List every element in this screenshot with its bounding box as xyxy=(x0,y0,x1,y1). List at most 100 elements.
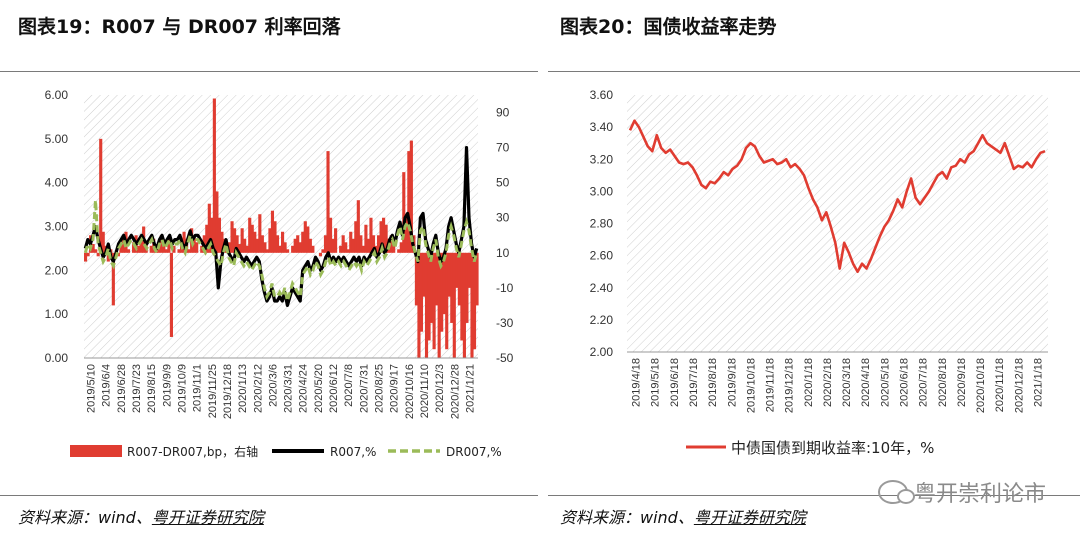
wechat-icon xyxy=(877,480,915,504)
x-tick-label: 2020/1/18 xyxy=(803,358,815,407)
y-tick-label: 3.40 xyxy=(590,120,614,134)
bar-r007-dr007 xyxy=(359,235,363,253)
bar-r007-dr007 xyxy=(265,249,269,253)
bar-r007-dr007 xyxy=(195,242,199,253)
bar-r007-dr007 xyxy=(182,231,186,253)
bar-r007-dr007 xyxy=(99,138,103,253)
left-source-institution: 粤开证券研究院 xyxy=(151,508,264,527)
y-tick-label: 3.20 xyxy=(590,152,614,166)
bar-r007-dr007 xyxy=(164,249,168,253)
x-tick-label: 2019/8/18 xyxy=(707,358,719,407)
bar-r007-dr007 xyxy=(293,238,297,253)
y-tick-label: 2.20 xyxy=(590,313,614,327)
right-yield-chart: 2.00 2.20 2.40 2.60 2.80 3.00 3.20 3.40 3.60 2019… xyxy=(590,88,1048,457)
x-tick-label: 2020/5/20 xyxy=(313,364,325,413)
right-y-tick-label: 10 xyxy=(496,246,510,260)
x-tick-label: 2019/9/18 xyxy=(726,358,738,407)
bar-r007-dr007 xyxy=(255,238,259,253)
bar-r007-dr007 xyxy=(382,217,386,253)
x-tick-label: 2020/6/18 xyxy=(898,358,910,407)
bar-r007-dr007 xyxy=(475,252,479,306)
bar-r007-dr007 xyxy=(361,245,365,253)
bar-r007-dr007 xyxy=(291,245,295,253)
bar-r007-dr007 xyxy=(467,252,472,288)
bar-r007-dr007 xyxy=(233,228,237,253)
bar-r007-dr007 xyxy=(414,252,418,306)
bar-r007-dr007 xyxy=(162,244,166,253)
bar-r007-dr007 xyxy=(217,217,221,253)
bar-r007-dr007 xyxy=(238,244,242,253)
bar-r007-dr007 xyxy=(298,242,302,253)
line-10y-yield xyxy=(628,119,1046,273)
bar-r007-dr007 xyxy=(187,249,191,253)
x-tick-label: 2020/11/18 xyxy=(994,358,1006,412)
bar-r007-dr007 xyxy=(159,235,163,253)
bar-r007-dr007 xyxy=(455,252,459,288)
x-tick-label: 2019/9/9 xyxy=(161,364,173,407)
bar-r007-dr007 xyxy=(308,238,312,253)
right-y-tick-label: 30 xyxy=(496,211,510,225)
x-tick-label: 2020/10/16 xyxy=(404,364,416,419)
bar-r007-dr007 xyxy=(270,210,275,253)
bar-r007-dr007 xyxy=(349,231,353,253)
bar-r007-dr007 xyxy=(331,238,335,253)
bar-r007-dr007 xyxy=(275,235,280,253)
line-dr007 xyxy=(83,200,479,302)
bar-r007-dr007 xyxy=(457,252,461,306)
x-tick-label: 2020/12/28 xyxy=(449,364,461,419)
bar-r007-dr007 xyxy=(106,252,110,262)
x-tick-label: 2020/1/13 xyxy=(237,364,249,413)
bar-r007-dr007 xyxy=(84,252,88,262)
legend-swatch-bar xyxy=(70,445,122,457)
x-tick-label: 2020/3/18 xyxy=(841,358,853,407)
bar-r007-dr007 xyxy=(245,245,249,253)
bar-r007-dr007 xyxy=(341,235,345,253)
bar-r007-dr007 xyxy=(278,245,282,253)
bar-r007-dr007 xyxy=(364,224,368,253)
y-tick-label: 2.80 xyxy=(590,217,614,231)
bar-r007-dr007 xyxy=(432,252,436,350)
bar-r007-dr007 xyxy=(121,238,126,253)
x-tick-label: 2020/12/3 xyxy=(434,364,446,413)
bar-r007-dr007 xyxy=(442,252,446,315)
bar-r007-dr007 xyxy=(404,217,408,253)
x-tick-label: 2021/1/21 xyxy=(464,364,476,413)
x-tick-label: 2020/8/25 xyxy=(374,364,386,413)
x-tick-label: 2020/2/12 xyxy=(252,364,264,413)
bar-r007-dr007 xyxy=(328,217,333,253)
x-tick-label: 2019/6/18 xyxy=(669,358,681,407)
bar-r007-dr007 xyxy=(273,221,277,253)
bar-r007-dr007 xyxy=(452,252,456,358)
right-y-tick-label: 90 xyxy=(496,106,510,120)
x-tick-label: 2019/6/4 xyxy=(101,364,113,407)
x-tick-label: 2019/4/18 xyxy=(631,358,643,407)
right-source-note: 资料来源：wind、粤开证券研究院 xyxy=(560,504,806,528)
x-tick-label: 2020/7/8 xyxy=(343,364,355,407)
x-tick-label: 2020/7/18 xyxy=(918,358,930,407)
left-y-tick-label: 5.00 xyxy=(45,132,69,146)
left-source-prefix: 资料来源：wind、 xyxy=(18,508,152,527)
left-y-tick-label: 0.00 xyxy=(45,351,69,365)
bar-r007-dr007 xyxy=(323,235,328,253)
y-tick-label: 2.00 xyxy=(590,345,614,359)
x-tick-label: 2020/3/6 xyxy=(267,364,279,407)
right-chart-title: 图表20：国债收益率走势 xyxy=(560,16,777,38)
y-tick-label: 3.60 xyxy=(590,88,614,102)
x-tick-label: 2020/2/18 xyxy=(822,358,834,407)
bar-r007-dr007 xyxy=(172,245,176,253)
bar-r007-dr007 xyxy=(318,252,323,257)
bar-r007-dr007 xyxy=(215,191,219,253)
left-y-tick-label: 4.00 xyxy=(45,176,69,190)
bar-r007-dr007 xyxy=(437,252,441,358)
x-tick-label: 2019/6/28 xyxy=(116,364,128,413)
bar-r007-dr007 xyxy=(119,244,123,253)
bar-r007-dr007 xyxy=(303,221,307,253)
bar-r007-dr007 xyxy=(96,252,100,257)
bar-r007-dr007 xyxy=(286,249,290,253)
right-y-tick-label: 50 xyxy=(496,176,510,190)
bar-r007-dr007 xyxy=(149,245,153,253)
watermark-text: 粤开崇利论市 xyxy=(913,482,1046,507)
x-tick-label: 2020/9/17 xyxy=(389,364,401,413)
bar-r007-dr007 xyxy=(470,252,474,358)
x-tick-label: 2020/4/18 xyxy=(860,358,872,407)
